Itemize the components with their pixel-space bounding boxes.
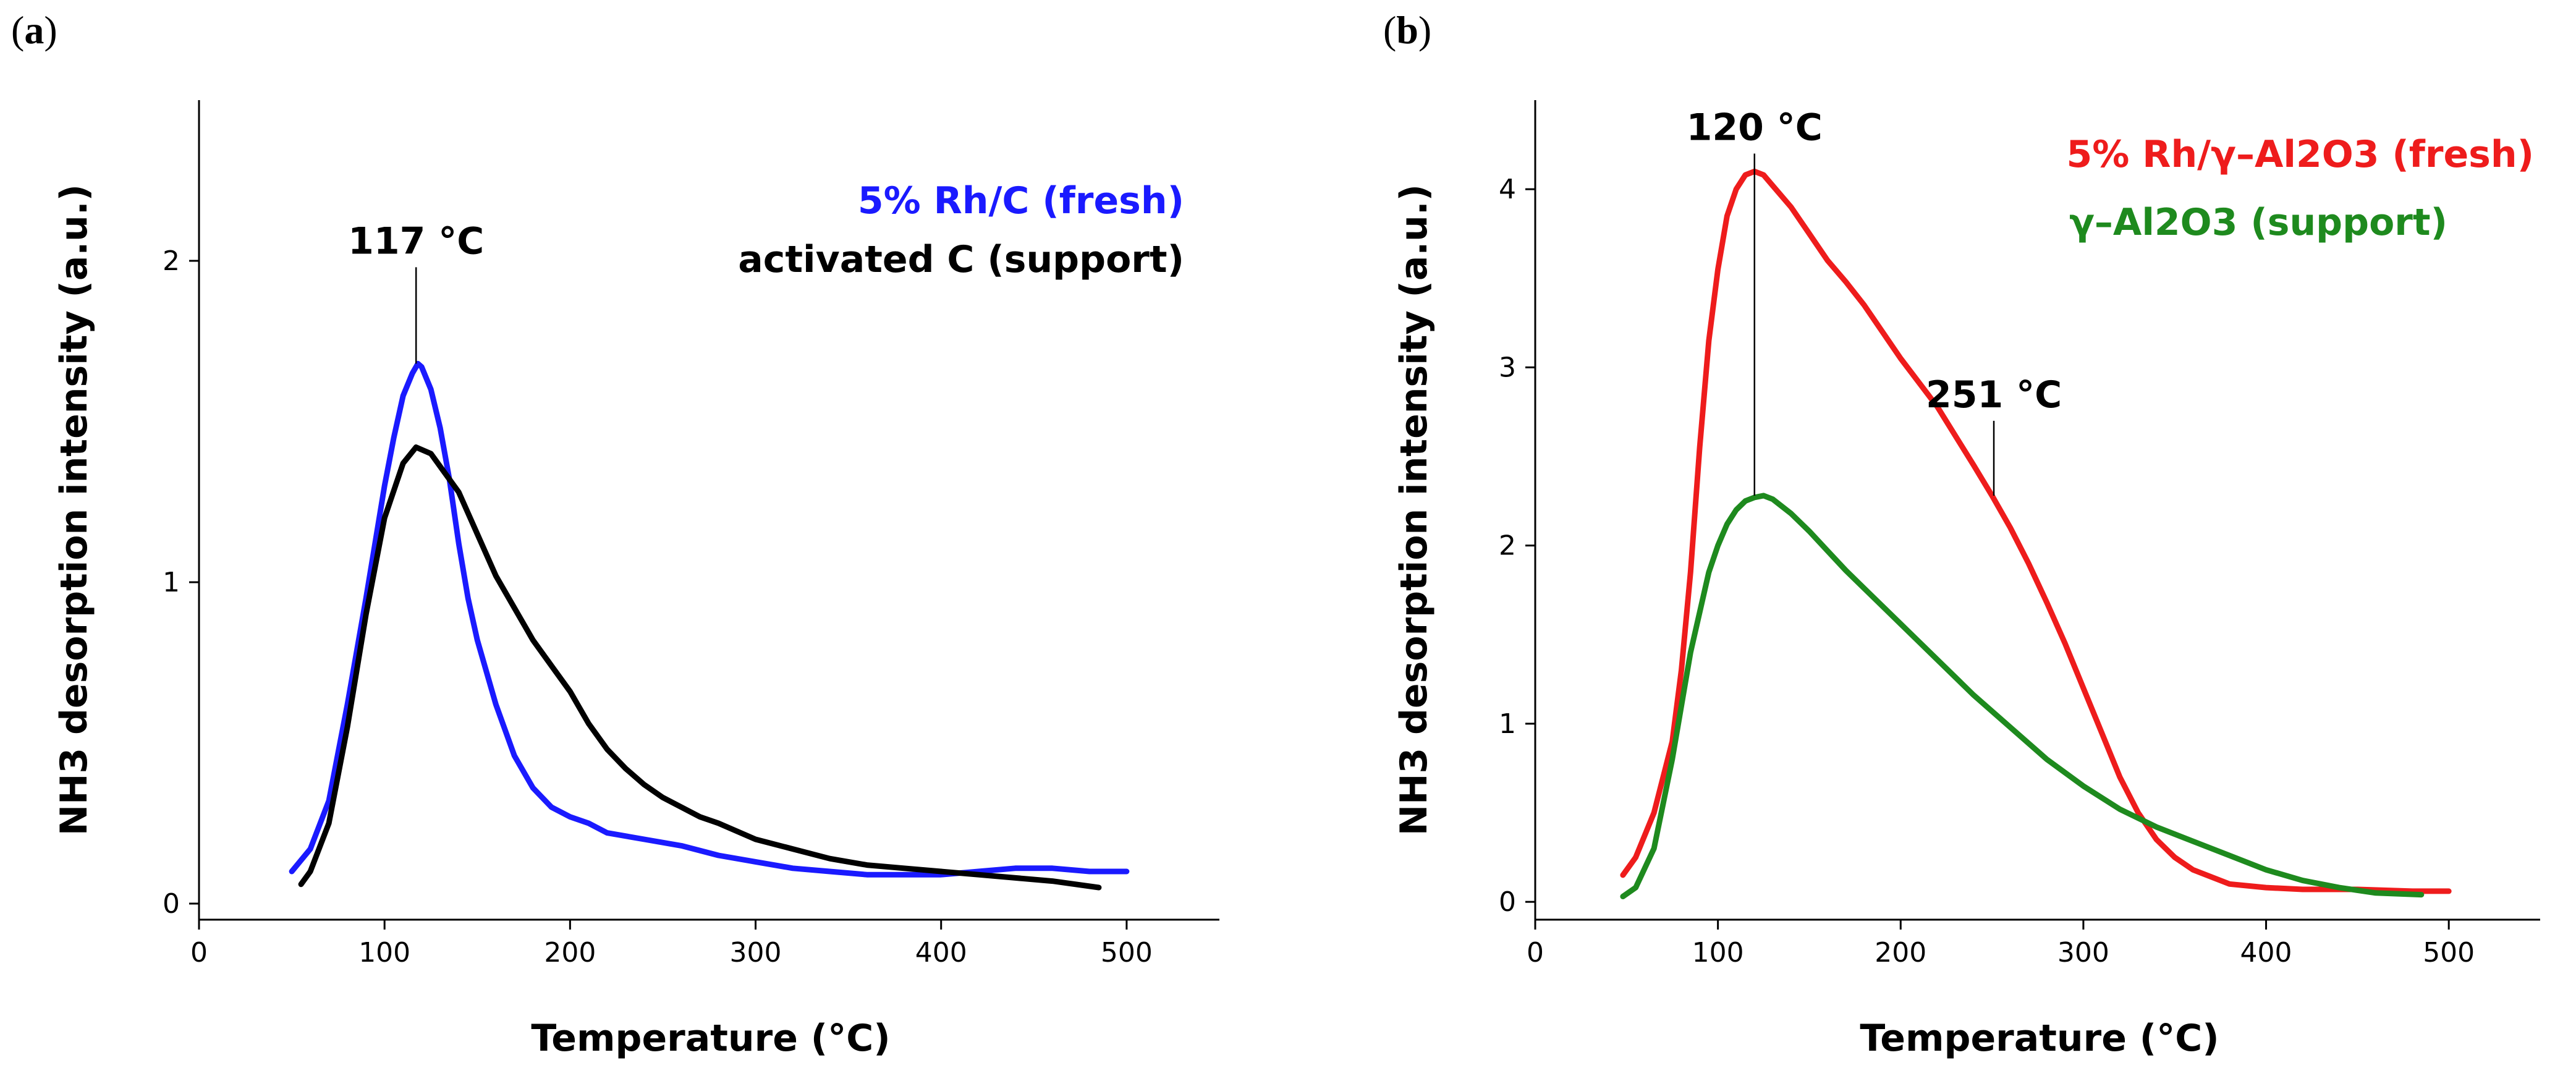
- panel-a-legend-rh-c-text: 5% Rh/C (fresh): [858, 179, 1184, 222]
- y-tick-label: 1: [163, 567, 180, 598]
- x-tick-label: 200: [1875, 937, 1926, 968]
- panel-b-legend-rh-al2o3: 5% Rh/γ–Al2O3 (fresh): [2066, 133, 2534, 176]
- x-tick-label: 400: [915, 937, 967, 968]
- panel-a-legend-activated-c: activated C (support): [738, 238, 1184, 281]
- panel-a-annotations: 117 °C: [348, 219, 484, 364]
- panel-a-label: (a): [11, 8, 57, 52]
- y-tick-label: 2: [163, 245, 180, 277]
- annotation-label: 117 °C: [348, 219, 484, 263]
- panel-a-chart: (a) 0 100 200 300 400 500 0 1 2 117 °C Temperat…: [11, 8, 1219, 1060]
- series-line-primary: [289, 360, 1130, 878]
- series-line-secondary: [1620, 493, 2425, 899]
- panel-b-letter: b: [1396, 8, 1418, 52]
- panel-a-x-title-text: Temperature (°C): [531, 1017, 890, 1060]
- x-tick-label: 300: [2057, 937, 2109, 968]
- annotation-label: 120 °C: [1687, 106, 1823, 149]
- panel-b-legend-al2o3-text: γ–Al2O3 (support): [2069, 201, 2447, 244]
- panel-b-x-ticks: 0 100 200 300 400 500: [1527, 920, 2475, 968]
- panel-a-legend-rh-c: 5% Rh/C (fresh): [858, 179, 1184, 222]
- panel-b-legend-al2o3: γ–Al2O3 (support): [2069, 201, 2447, 244]
- y-tick-label: 1: [1499, 708, 1516, 740]
- x-tick-label: 500: [1101, 937, 1153, 968]
- panel-a-y-ticks: 0 1 2: [163, 245, 199, 920]
- panel-a-x-title: Temperature (°C): [531, 1017, 890, 1060]
- panel-b-x-title: Temperature (°C): [1860, 1017, 2219, 1060]
- series-line-primary: [1620, 168, 2452, 894]
- y-tick-label: 4: [1499, 174, 1516, 205]
- y-tick-label: 3: [1499, 352, 1516, 383]
- x-tick-label: 300: [730, 937, 782, 968]
- panel-b-x-title-text: Temperature (°C): [1860, 1017, 2219, 1060]
- panel-b-y-title: NH3 desorption intensity (a.u.): [1392, 184, 1436, 836]
- panel-b-label: (b): [1383, 8, 1431, 52]
- x-tick-label: 500: [2423, 937, 2475, 968]
- y-tick-label: 0: [1499, 886, 1516, 918]
- x-tick-label: 100: [1692, 937, 1744, 968]
- x-tick-label: 200: [544, 937, 596, 968]
- y-tick-label: 2: [1499, 530, 1516, 562]
- x-tick-label: 100: [358, 937, 410, 968]
- panel-a-legend-activated-c-text: activated C (support): [738, 238, 1184, 281]
- panel-a-x-ticks: 0 100 200 300 400 500: [190, 920, 1153, 968]
- panel-a-y-title: NH3 desorption intensity (a.u.): [53, 184, 96, 836]
- x-tick-label: 0: [190, 937, 208, 968]
- x-tick-label: 400: [2240, 937, 2292, 968]
- panel-a-letter: a: [24, 8, 44, 52]
- panel-a-series: [289, 360, 1130, 891]
- panel-b-y-ticks: 0 1 2 3 4: [1499, 174, 1535, 918]
- y-tick-label: 0: [163, 888, 180, 920]
- panel-b-y-title-text: NH3 desorption intensity (a.u.): [1392, 184, 1436, 836]
- panel-b-legend-rh-al2o3-text: 5% Rh/γ–Al2O3 (fresh): [2066, 133, 2534, 176]
- annotation-label: 251 °C: [1926, 373, 2062, 417]
- x-tick-label: 0: [1527, 937, 1544, 968]
- panel-b-series: [1620, 168, 2452, 899]
- series-line-secondary: [298, 444, 1102, 891]
- panel-b-annotations: 120 °C 251 °C: [1687, 106, 2062, 496]
- panel-a-y-title-text: NH3 desorption intensity (a.u.): [53, 184, 96, 836]
